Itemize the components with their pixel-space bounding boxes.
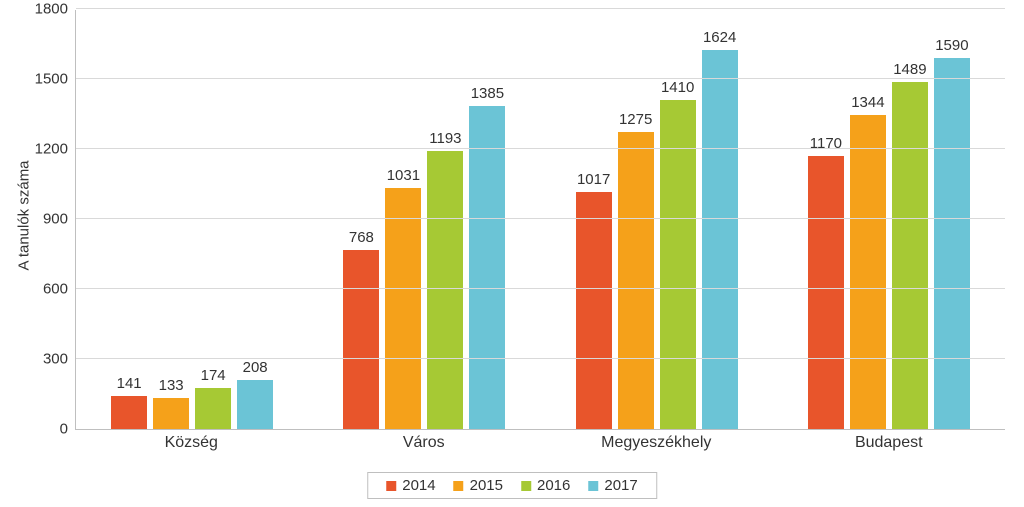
bar: 1410	[660, 100, 696, 429]
legend-swatch	[588, 481, 598, 491]
bar: 133	[153, 398, 189, 429]
legend-swatch	[454, 481, 464, 491]
x-tick-label: Város	[308, 434, 541, 452]
y-axis-title-container: A tanulók száma	[14, 0, 34, 430]
bar: 1017	[576, 192, 612, 429]
bar: 141	[111, 396, 147, 429]
gridline	[76, 218, 1005, 219]
bar-group: 1017127514101624	[541, 10, 773, 429]
bar-value-label: 174	[201, 367, 226, 388]
bar: 174	[195, 388, 231, 429]
bar-value-label: 1017	[577, 171, 610, 192]
y-axis-title: A tanulók száma	[16, 160, 33, 270]
bar-value-label: 768	[349, 229, 374, 250]
gridline	[76, 8, 1005, 9]
legend-item: 2015	[454, 477, 503, 494]
bar-value-label: 1031	[387, 167, 420, 188]
bar: 208	[237, 380, 273, 429]
bar: 1193	[427, 151, 463, 429]
bar-value-label: 1590	[935, 37, 968, 58]
legend-item: 2017	[588, 477, 637, 494]
bar-groups: 1411331742087681031119313851017127514101…	[76, 10, 1005, 429]
bar-value-label: 1275	[619, 111, 652, 132]
bar: 1031	[385, 188, 421, 429]
legend-item: 2014	[386, 477, 435, 494]
legend: 2014 2015 2016 2017	[367, 472, 657, 499]
legend-label: 2017	[604, 477, 637, 494]
y-tick-label: 600	[43, 281, 76, 298]
bar-value-label: 208	[243, 359, 268, 380]
bar-value-label: 1410	[661, 79, 694, 100]
gridline	[76, 358, 1005, 359]
x-tick-label: Megyeszékhely	[540, 434, 773, 452]
legend-label: 2016	[537, 477, 570, 494]
legend-item: 2016	[521, 477, 570, 494]
bar: 1170	[808, 156, 844, 429]
bar: 1385	[469, 106, 505, 429]
bar-value-label: 1624	[703, 29, 736, 50]
y-tick-label: 1200	[35, 141, 76, 158]
gridline	[76, 78, 1005, 79]
y-tick-label: 300	[43, 351, 76, 368]
gridline	[76, 288, 1005, 289]
bar-value-label: 141	[117, 375, 142, 396]
legend-label: 2015	[470, 477, 503, 494]
y-tick-label: 900	[43, 211, 76, 228]
bar-group: 141133174208	[76, 10, 308, 429]
bar: 768	[343, 250, 379, 429]
x-axis-labels: KözségVárosMegyeszékhelyBudapest	[75, 434, 1005, 452]
bar: 1275	[618, 132, 654, 430]
legend-swatch	[386, 481, 396, 491]
y-tick-label: 0	[60, 421, 76, 438]
y-tick-label: 1800	[35, 1, 76, 18]
bar-value-label: 1170	[810, 135, 842, 156]
bar: 1590	[934, 58, 970, 429]
bar-value-label: 133	[159, 377, 184, 398]
x-tick-label: Budapest	[773, 434, 1006, 452]
legend-swatch	[521, 481, 531, 491]
gridline	[76, 148, 1005, 149]
bar-group: 1170134414891590	[773, 10, 1005, 429]
bar: 1344	[850, 115, 886, 429]
x-tick-label: Község	[75, 434, 308, 452]
bar: 1624	[702, 50, 738, 429]
bar-value-label: 1385	[471, 85, 504, 106]
y-tick-label: 1500	[35, 71, 76, 88]
legend-label: 2014	[402, 477, 435, 494]
bar: 1489	[892, 82, 928, 429]
plot-area: 1411331742087681031119313851017127514101…	[75, 10, 1005, 430]
bar-value-label: 1344	[851, 94, 884, 115]
bar-group: 768103111931385	[308, 10, 540, 429]
bar-chart: A tanulók száma 141133174208768103111931…	[0, 0, 1024, 507]
